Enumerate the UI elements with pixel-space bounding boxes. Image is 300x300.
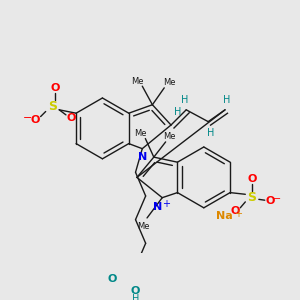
Text: Me: Me <box>163 132 175 141</box>
Text: H: H <box>174 106 182 116</box>
Text: O: O <box>107 274 117 284</box>
Text: O: O <box>50 83 60 93</box>
Text: Me: Me <box>137 222 150 231</box>
Text: H: H <box>207 128 214 139</box>
Text: O: O <box>248 174 257 184</box>
Text: N: N <box>139 152 148 162</box>
Text: Me: Me <box>134 129 146 138</box>
Text: Me: Me <box>163 78 176 87</box>
Text: S: S <box>48 100 57 113</box>
Text: H: H <box>181 95 188 105</box>
Text: H: H <box>132 294 139 300</box>
Text: +: + <box>234 209 242 219</box>
Text: −: − <box>273 194 281 204</box>
Text: O: O <box>230 206 240 216</box>
Text: Me: Me <box>131 76 143 85</box>
Text: +: + <box>163 200 170 209</box>
Text: H: H <box>223 95 230 105</box>
Text: O: O <box>31 115 40 125</box>
Text: Na: Na <box>216 211 232 221</box>
Text: O: O <box>66 113 76 123</box>
Text: O: O <box>131 286 140 296</box>
Text: O: O <box>266 196 275 206</box>
Text: N: N <box>153 202 163 212</box>
Text: −: − <box>22 113 32 123</box>
Text: S: S <box>248 191 256 204</box>
